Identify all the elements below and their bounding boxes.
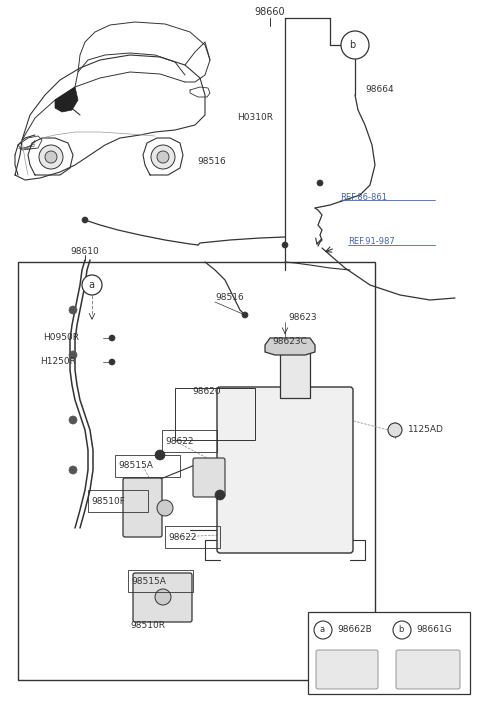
Circle shape bbox=[109, 359, 115, 365]
Circle shape bbox=[155, 450, 165, 460]
Text: 98661G: 98661G bbox=[416, 626, 452, 635]
Circle shape bbox=[39, 145, 63, 169]
Bar bbox=[128, 570, 193, 592]
FancyBboxPatch shape bbox=[193, 458, 225, 497]
Circle shape bbox=[151, 145, 175, 169]
Circle shape bbox=[215, 490, 225, 500]
Text: 98510F: 98510F bbox=[91, 496, 125, 505]
Bar bbox=[115, 455, 180, 477]
Text: 1125AD: 1125AD bbox=[408, 425, 444, 434]
Polygon shape bbox=[265, 338, 315, 355]
Circle shape bbox=[314, 621, 332, 639]
Text: 98620: 98620 bbox=[192, 387, 221, 396]
Text: 98623: 98623 bbox=[288, 314, 317, 323]
Text: 98664: 98664 bbox=[365, 86, 394, 94]
Text: 98660: 98660 bbox=[255, 7, 285, 17]
Text: 98662B: 98662B bbox=[337, 626, 372, 635]
FancyBboxPatch shape bbox=[316, 650, 378, 689]
Circle shape bbox=[82, 217, 88, 223]
Text: 98510R: 98510R bbox=[131, 621, 166, 631]
Bar bbox=[88, 490, 148, 512]
Circle shape bbox=[393, 621, 411, 639]
Circle shape bbox=[109, 335, 115, 341]
Text: REF.86-861: REF.86-861 bbox=[340, 193, 387, 202]
FancyBboxPatch shape bbox=[217, 387, 353, 553]
Text: b: b bbox=[398, 626, 403, 635]
Circle shape bbox=[317, 180, 323, 186]
FancyBboxPatch shape bbox=[396, 650, 460, 689]
Text: 98516: 98516 bbox=[215, 293, 244, 302]
Polygon shape bbox=[55, 87, 78, 112]
Text: H0310R: H0310R bbox=[237, 113, 273, 122]
Circle shape bbox=[242, 312, 248, 318]
Circle shape bbox=[388, 423, 402, 437]
Circle shape bbox=[45, 151, 57, 163]
Text: b: b bbox=[349, 40, 355, 50]
Circle shape bbox=[157, 500, 173, 516]
FancyBboxPatch shape bbox=[123, 478, 162, 537]
FancyBboxPatch shape bbox=[133, 573, 192, 622]
Circle shape bbox=[69, 466, 77, 474]
Text: 98623C: 98623C bbox=[272, 337, 307, 347]
Circle shape bbox=[69, 416, 77, 424]
Circle shape bbox=[282, 242, 288, 248]
Text: H0950R: H0950R bbox=[43, 333, 79, 342]
Circle shape bbox=[69, 306, 77, 314]
Text: 98516: 98516 bbox=[197, 157, 226, 167]
Text: a: a bbox=[88, 280, 94, 290]
Circle shape bbox=[157, 151, 169, 163]
Text: H1250R: H1250R bbox=[40, 358, 76, 366]
Circle shape bbox=[155, 589, 171, 605]
Circle shape bbox=[341, 31, 369, 59]
Text: 98515A: 98515A bbox=[131, 576, 166, 586]
Bar bbox=[175, 388, 255, 440]
Text: 98610: 98610 bbox=[71, 247, 99, 257]
Bar bbox=[162, 430, 217, 452]
Text: 98622: 98622 bbox=[165, 437, 193, 446]
Bar bbox=[308, 612, 470, 694]
Bar bbox=[18, 262, 375, 680]
Circle shape bbox=[82, 275, 102, 295]
Text: 98515A: 98515A bbox=[118, 461, 153, 470]
Text: a: a bbox=[319, 626, 324, 635]
Text: REF.91-987: REF.91-987 bbox=[348, 238, 395, 247]
Circle shape bbox=[69, 351, 77, 359]
Bar bbox=[165, 526, 220, 548]
Bar bbox=[280, 348, 310, 398]
Text: 98622: 98622 bbox=[168, 532, 196, 541]
